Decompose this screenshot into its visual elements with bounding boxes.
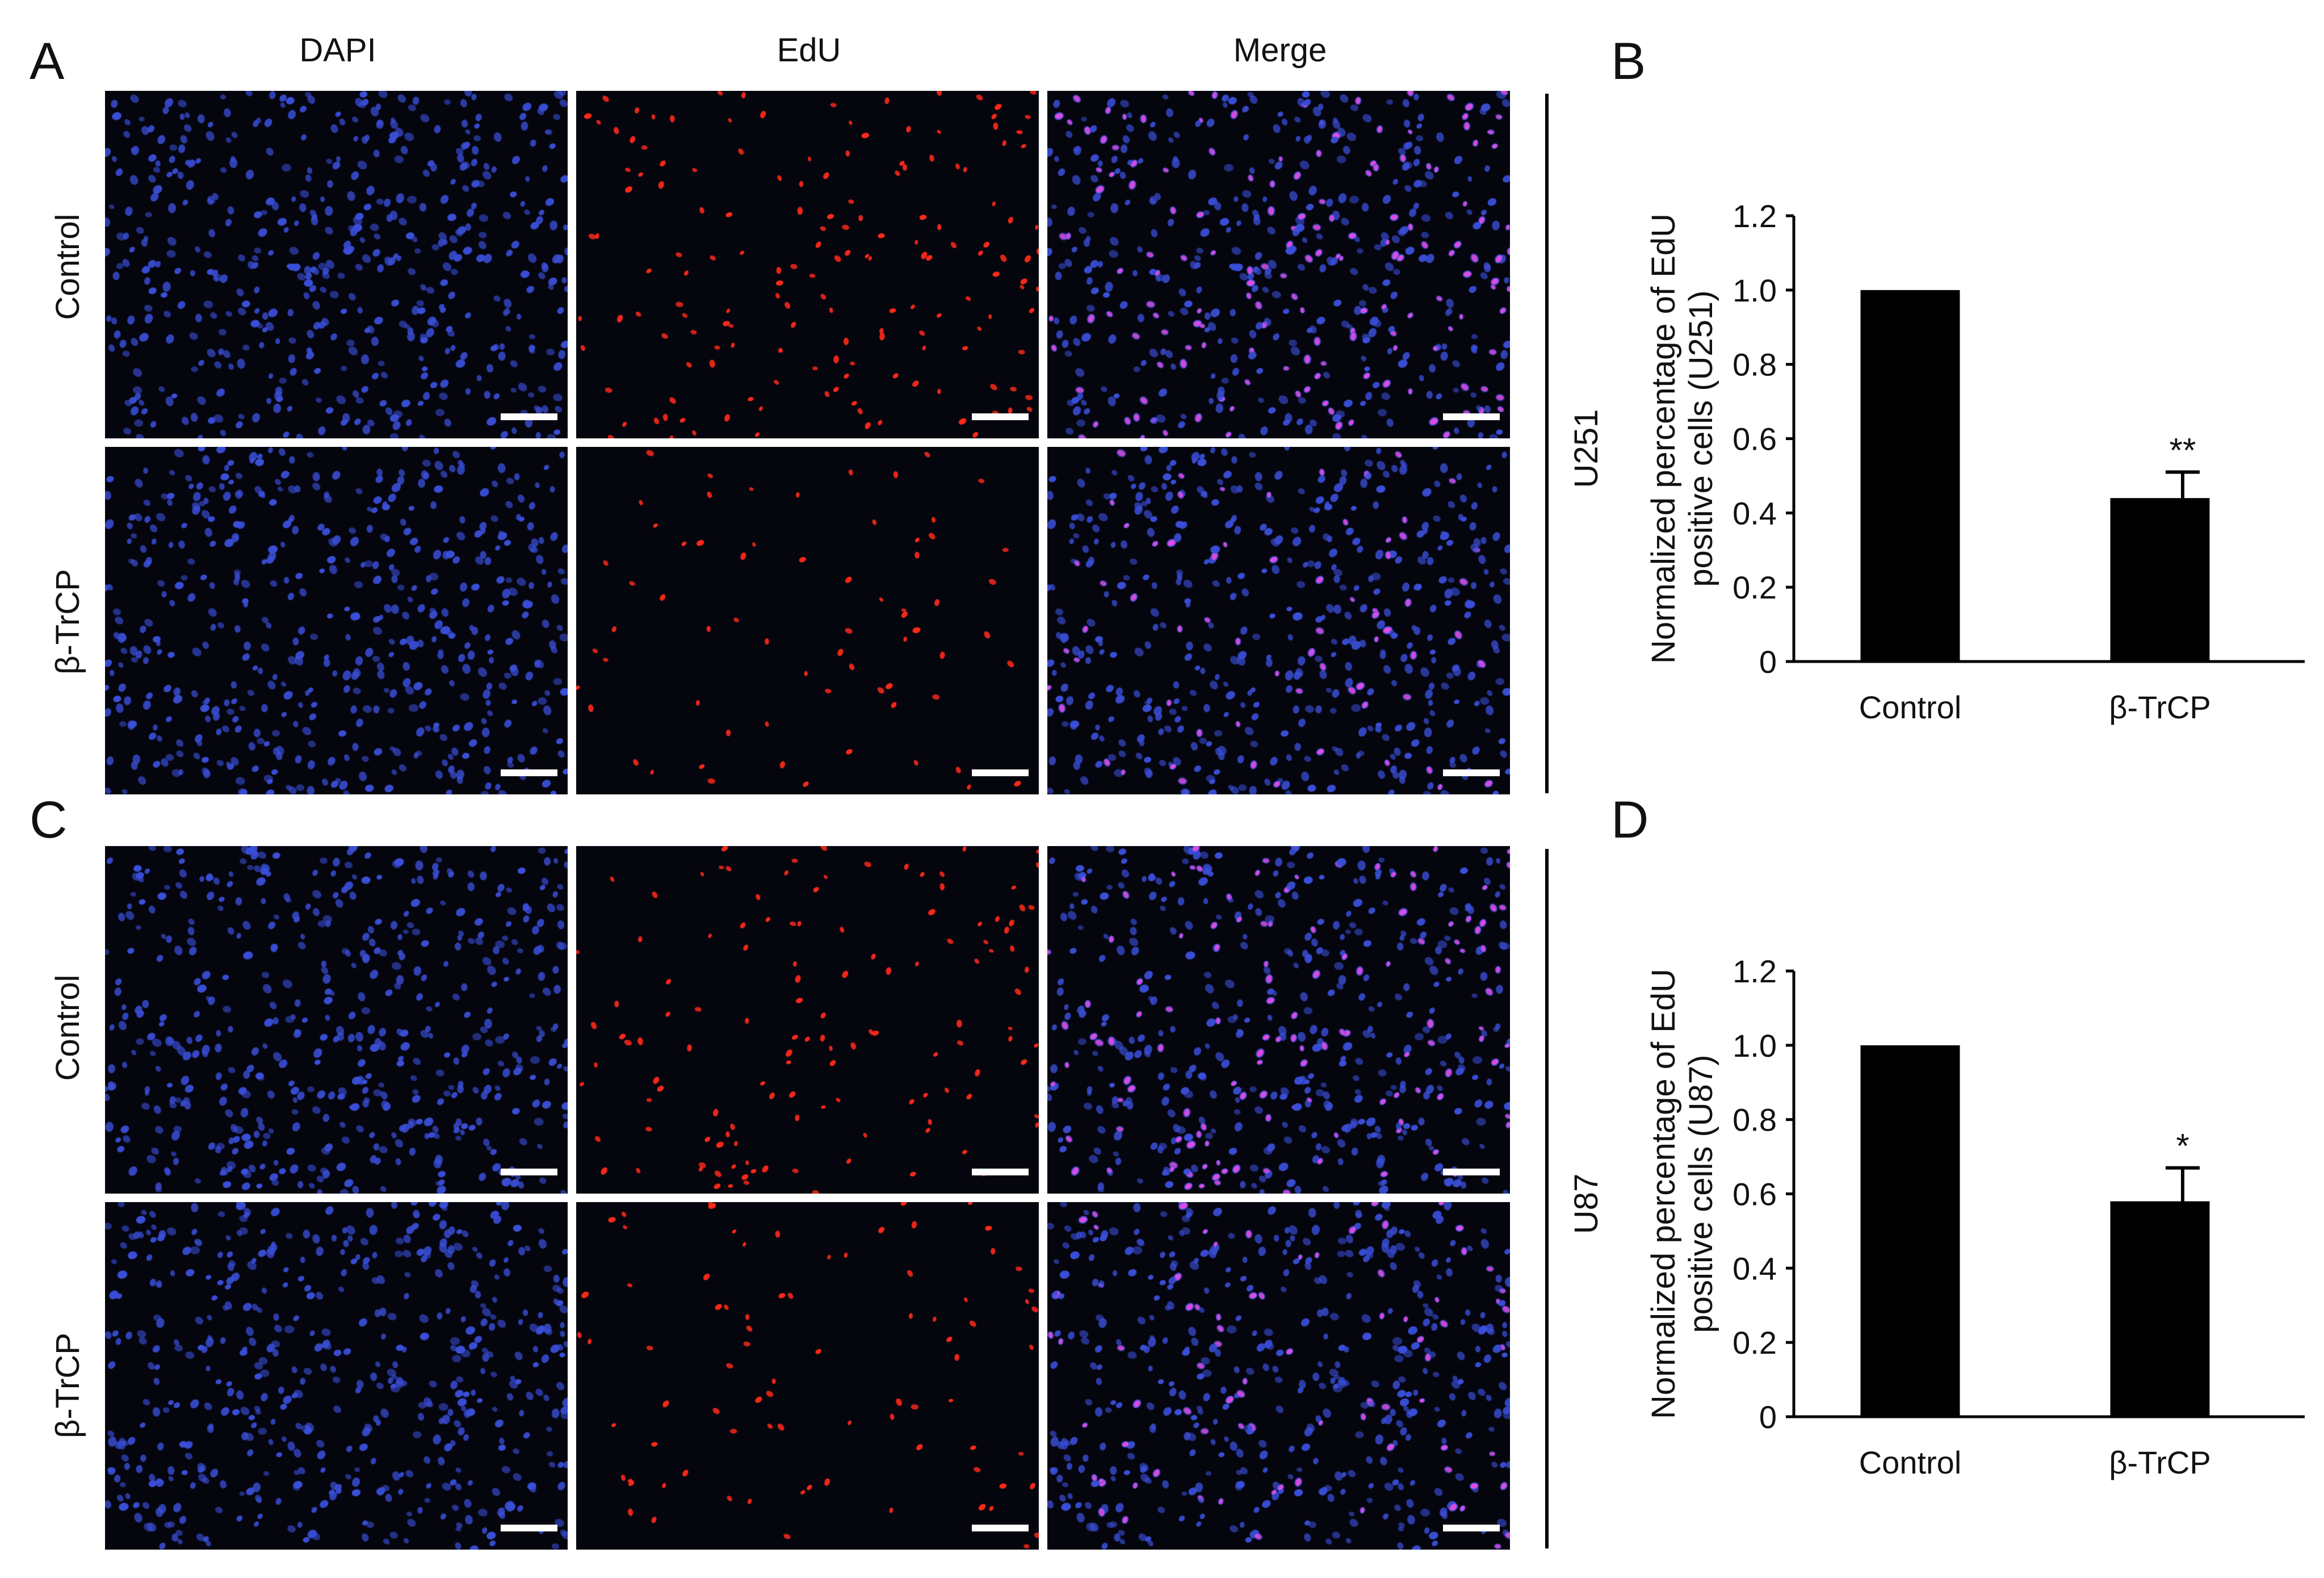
- panel-letter-b: B: [1611, 32, 1646, 90]
- micrograph-u87-control-merge: [1047, 846, 1510, 1194]
- y-tick-label: 1.2: [1732, 953, 1777, 989]
- y-axis-label-line: positive cells (U87): [1683, 1055, 1719, 1333]
- y-tick-label: 0.6: [1732, 421, 1777, 457]
- micrograph-u251-trcp-edu: [576, 447, 1039, 794]
- panel-letter-d: D: [1611, 791, 1649, 849]
- y-tick-label: 1.2: [1732, 198, 1777, 234]
- y-tick-label: 0.6: [1732, 1177, 1777, 1212]
- scale-bar: [1443, 1525, 1500, 1531]
- y-tick-label: 0.2: [1732, 570, 1777, 605]
- scale-bar: [1443, 769, 1500, 776]
- significance-marker: *: [2176, 1127, 2189, 1165]
- micrograph-u87-trcp-merge: [1047, 1202, 1510, 1550]
- y-tick-label: 0.8: [1732, 347, 1777, 383]
- y-tick-label: 1.0: [1732, 273, 1777, 308]
- y-tick-label: 0.8: [1732, 1102, 1777, 1138]
- bar: [2110, 1201, 2210, 1417]
- micrograph-u251-control-merge: [1047, 91, 1510, 438]
- scale-bar: [501, 769, 557, 776]
- panel-letter-c: C: [30, 791, 68, 849]
- y-axis-label-line: Normalized percentage of EdU: [1645, 969, 1682, 1419]
- x-tick-label: β-TrCP: [2109, 689, 2210, 725]
- cell-line-label-u251: U251: [1568, 409, 1605, 488]
- scale-bar: [972, 1169, 1029, 1175]
- scale-bar: [501, 413, 557, 420]
- scale-bar: [972, 769, 1029, 776]
- micrograph-u251-trcp-dapi: [105, 447, 568, 794]
- scale-bar: [501, 1525, 557, 1531]
- bar-chart-d: Normalized percentage of EdUpositive cel…: [1645, 953, 2305, 1480]
- micrograph-u251-control-dapi: [105, 91, 568, 438]
- cell-line-label-u87: U87: [1568, 1173, 1605, 1234]
- y-axis-label-line: positive cells (U251): [1683, 290, 1719, 587]
- micrograph-u251-control-edu: [576, 91, 1039, 438]
- micrograph-u87-control-dapi: [105, 846, 568, 1194]
- bar-chart-b: Normalized percentage of EdUpositive cel…: [1645, 198, 2305, 725]
- y-axis-label-line: Normalized percentage of EdU: [1645, 214, 1682, 664]
- bar: [1860, 290, 1960, 662]
- row-label-control-top: Control: [49, 214, 86, 320]
- x-tick-label: Control: [1859, 1445, 1962, 1480]
- x-tick-label: β-TrCP: [2109, 1445, 2210, 1480]
- panel-letter-a: A: [30, 32, 65, 90]
- scale-bar: [1443, 413, 1500, 420]
- row-label-control-bottom: Control: [49, 974, 86, 1081]
- scale-bar: [972, 1525, 1029, 1531]
- cell-line-bracket-u87: [1545, 849, 1549, 1548]
- scale-bar: [972, 413, 1029, 420]
- y-tick-label: 0: [1759, 1399, 1777, 1435]
- significance-marker: **: [2170, 431, 2196, 469]
- row-label-trcp-top: β-TrCP: [49, 569, 86, 675]
- y-tick-label: 1.0: [1732, 1028, 1777, 1064]
- micrograph-u87-control-edu: [576, 846, 1039, 1194]
- scale-bar: [501, 1169, 557, 1175]
- bar: [1860, 1045, 1960, 1417]
- column-header-merge: Merge: [1233, 32, 1327, 69]
- column-header-edu: EdU: [777, 32, 841, 69]
- y-tick-label: 0.4: [1732, 1250, 1777, 1286]
- cell-line-bracket-u251: [1545, 94, 1549, 793]
- y-axis-label: Normalized percentage of EdUpositive cel…: [1645, 969, 1719, 1419]
- micrograph-u251-trcp-merge: [1047, 447, 1510, 794]
- y-axis-label: Normalized percentage of EdUpositive cel…: [1645, 214, 1719, 664]
- micrograph-u87-trcp-dapi: [105, 1202, 568, 1550]
- column-header-dapi: DAPI: [299, 32, 376, 69]
- y-tick-label: 0.2: [1732, 1325, 1777, 1361]
- scale-bar: [1443, 1169, 1500, 1175]
- y-tick-label: 0: [1759, 644, 1777, 680]
- row-label-trcp-bottom: β-TrCP: [49, 1333, 86, 1438]
- bar: [2110, 498, 2210, 662]
- y-tick-label: 0.4: [1732, 495, 1777, 531]
- micrograph-u87-trcp-edu: [576, 1202, 1039, 1550]
- x-tick-label: Control: [1859, 689, 1962, 725]
